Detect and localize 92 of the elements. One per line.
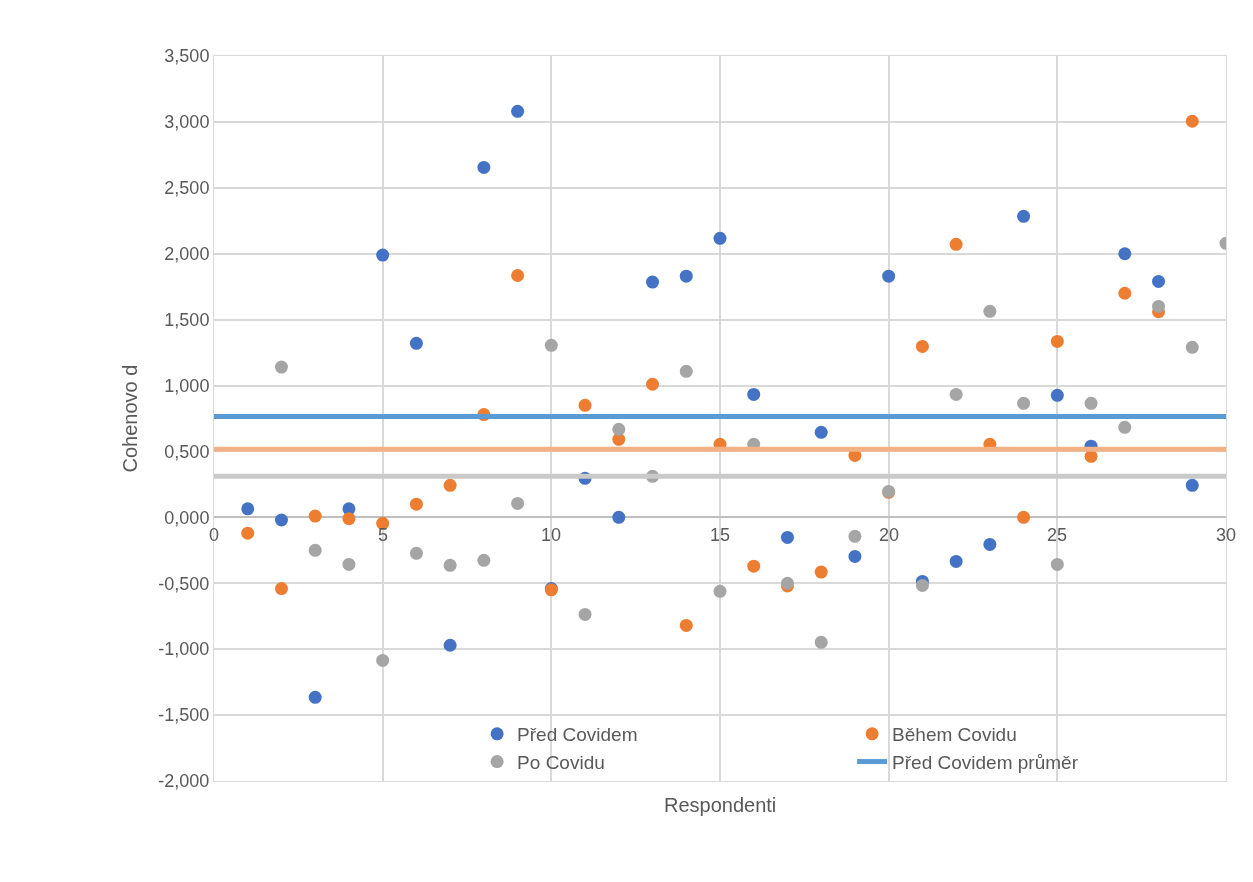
point <box>1185 478 1199 492</box>
point <box>1118 247 1132 261</box>
y-tick-label: 0,500 <box>164 441 210 462</box>
point <box>679 364 693 378</box>
point <box>949 554 963 568</box>
x-tick-label: 0 <box>209 525 220 545</box>
point <box>274 582 288 596</box>
point <box>1118 286 1132 300</box>
point <box>983 537 997 551</box>
legend-label: Před Covidem průměr <box>892 751 1079 773</box>
point <box>848 549 862 563</box>
point <box>679 618 693 632</box>
point <box>477 160 491 174</box>
legend-label: Během Covidu <box>892 724 1017 746</box>
y-tick-label: 3,000 <box>164 112 210 133</box>
point <box>848 529 862 543</box>
y-axis-title: Cohenovo d <box>118 364 141 473</box>
x-tick-label: 15 <box>710 525 731 545</box>
point <box>544 338 558 352</box>
y-tick-label: 1,500 <box>164 309 210 330</box>
point <box>342 512 356 526</box>
y-tick-label: -1,000 <box>158 639 210 660</box>
point <box>915 339 929 353</box>
point <box>376 653 390 667</box>
point <box>713 584 727 598</box>
point <box>443 558 457 572</box>
point <box>443 638 457 652</box>
x-tick-label: 25 <box>1047 525 1068 545</box>
point <box>1017 396 1031 410</box>
point <box>814 565 828 579</box>
point <box>1084 396 1098 410</box>
y-tick-label: -0,500 <box>158 573 210 594</box>
y-tick-label: 2,500 <box>164 178 210 199</box>
point <box>1050 334 1064 348</box>
point <box>679 269 693 283</box>
point <box>241 526 255 540</box>
point <box>915 578 929 592</box>
point <box>511 104 525 118</box>
point <box>308 543 322 557</box>
point <box>612 510 626 524</box>
point <box>308 509 322 523</box>
point <box>1118 420 1132 434</box>
point <box>747 387 761 401</box>
point <box>308 690 322 704</box>
y-tick-label: 2,000 <box>164 244 210 265</box>
point <box>780 530 794 544</box>
point <box>409 497 423 511</box>
point <box>949 387 963 401</box>
point <box>747 559 761 573</box>
point <box>949 237 963 251</box>
y-tick-label: -1,500 <box>158 705 210 726</box>
point <box>578 607 592 621</box>
y-tick-label: 1,000 <box>164 375 210 396</box>
point <box>983 304 997 318</box>
point <box>376 248 390 262</box>
point <box>511 268 525 282</box>
point <box>713 231 727 245</box>
point <box>1185 340 1199 354</box>
point <box>1152 299 1166 313</box>
x-tick-label: 5 <box>378 525 389 545</box>
x-tick-label: 30 <box>1216 525 1237 545</box>
point <box>1152 274 1166 288</box>
point <box>882 269 896 283</box>
point <box>241 502 255 516</box>
point <box>578 398 592 412</box>
point <box>443 478 457 492</box>
y-tick-label: -2,000 <box>158 771 210 792</box>
point <box>409 336 423 350</box>
legend-label: Po Covidu <box>517 751 605 773</box>
point <box>612 422 626 436</box>
point <box>814 635 828 649</box>
point <box>274 513 288 527</box>
x-tick-label: 20 <box>879 525 900 545</box>
point <box>1017 209 1031 223</box>
point <box>646 377 660 391</box>
point <box>1050 388 1064 402</box>
point <box>376 516 390 530</box>
legend-label: Před Covidem <box>517 724 638 746</box>
point <box>1050 557 1064 571</box>
x-axis-title: Respondenti <box>664 794 777 816</box>
point <box>342 557 356 571</box>
point <box>1185 114 1199 128</box>
y-tick-label: 0,000 <box>164 507 210 528</box>
point <box>477 553 491 567</box>
point <box>1017 510 1031 524</box>
point <box>274 360 288 374</box>
x-tick-label: 10 <box>541 525 562 545</box>
point <box>511 496 525 510</box>
y-tick-label: 3,500 <box>164 46 210 67</box>
point <box>409 546 423 560</box>
point <box>646 275 660 289</box>
point <box>814 425 828 439</box>
